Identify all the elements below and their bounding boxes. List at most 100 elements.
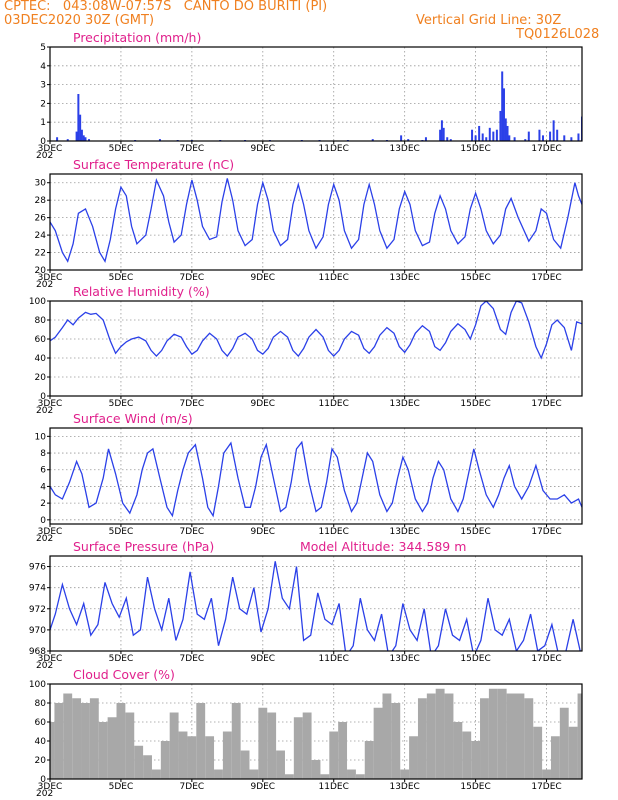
x-tick-label: 15DEC: [460, 527, 490, 537]
cloud-bar: [320, 774, 330, 779]
cloud-bar: [497, 688, 507, 779]
model-code: TQ0126L028: [516, 27, 600, 42]
x-tick-label: 9DEC: [250, 527, 275, 537]
cloud-bar: [240, 750, 250, 779]
precip-bar: [570, 137, 573, 141]
precip-bar: [508, 135, 511, 141]
rh-title: Relative Humidity (%): [73, 284, 210, 299]
year-stub-label: 202: [36, 789, 53, 799]
x-tick-label: 17DEC: [531, 399, 561, 409]
precip-bar: [504, 118, 507, 141]
precip-title: Precipitation (mm/h): [73, 30, 201, 45]
precip-bar: [488, 127, 491, 141]
x-tick-label: 7DEC: [180, 273, 205, 283]
cloud-bar: [533, 726, 543, 779]
precip-bar: [446, 137, 449, 141]
x-tick-label: 3DEC: [38, 782, 63, 792]
y-tick-label: 40: [35, 737, 47, 747]
cloud-bar: [400, 769, 410, 779]
x-tick-label: 15DEC: [460, 273, 490, 283]
precip-bar: [513, 137, 516, 141]
x-tick-label: 9DEC: [250, 654, 275, 664]
x-tick-label: 5DEC: [109, 144, 134, 154]
y-tick-label: 22: [35, 249, 46, 259]
cloud-bar: [222, 731, 232, 779]
precip-bar: [485, 137, 488, 141]
x-tick-label: 11DEC: [319, 782, 349, 792]
cloud-bar: [196, 703, 206, 779]
pressure-data: [50, 561, 581, 651]
wind-line: [50, 440, 582, 518]
precip-bar: [439, 129, 442, 141]
x-tick-label: 17DEC: [531, 782, 561, 792]
precip-bar: [538, 129, 541, 141]
precip-bar: [481, 133, 484, 141]
cloud-bar: [89, 698, 99, 779]
x-tick-label: 11DEC: [319, 527, 349, 537]
cloud-bar: [391, 703, 401, 779]
precip-bar: [158, 139, 161, 141]
y-tick-label: 5: [40, 43, 46, 53]
precip-data: [56, 71, 582, 141]
cloud-bar: [480, 698, 489, 779]
precip-bar: [552, 120, 555, 141]
y-tick-label: 100: [29, 297, 46, 307]
rh-data: [50, 301, 582, 360]
cloud-bar: [63, 693, 73, 779]
cloud-bar: [98, 722, 108, 779]
cloud-bar: [107, 717, 117, 779]
precip-bar: [424, 137, 427, 141]
x-tick-label: 15DEC: [460, 399, 490, 409]
y-tick-label: 970: [29, 626, 46, 636]
precip-bar: [84, 137, 87, 141]
cloud-bar: [426, 693, 436, 779]
x-tick-label: 9DEC: [250, 273, 275, 283]
cloud-bar: [506, 693, 516, 779]
y-tick-label: 100: [29, 680, 46, 690]
x-tick-label: 7DEC: [180, 527, 205, 537]
cloud-bar: [214, 769, 223, 779]
x-tick-label: 7DEC: [180, 144, 205, 154]
x-tick-label: 3DEC: [38, 273, 63, 283]
cloud-bar: [50, 722, 55, 779]
plot-frame: [49, 46, 583, 142]
x-tick-label: 15DEC: [460, 654, 490, 664]
precip-bar: [501, 71, 504, 141]
y-tick-label: 60: [35, 718, 47, 728]
x-tick-label: 7DEC: [180, 399, 205, 409]
x-tick-label: 13DEC: [389, 399, 419, 409]
y-tick-label: 974: [29, 584, 46, 594]
cloud-bar: [284, 774, 294, 779]
y-tick-label: 40: [35, 354, 47, 364]
x-tick-label: 7DEC: [180, 782, 205, 792]
cloud-data: [50, 688, 582, 779]
station-header: CPTEC: 043:08W-07:57S CANTO DO BURITI (P…: [4, 0, 328, 14]
x-tick-label: 3DEC: [38, 399, 63, 409]
x-tick-label: 5DEC: [109, 654, 134, 664]
precip-bar: [563, 135, 566, 141]
precip-bar: [82, 135, 85, 141]
cloud-bar: [462, 731, 472, 779]
precip-bar: [506, 125, 509, 141]
y-tick-label: 3: [40, 81, 46, 91]
precip-bar: [449, 139, 452, 141]
precip-bar: [56, 137, 59, 141]
cloud-bar: [409, 736, 418, 779]
wind-title: Surface Wind (m/s): [73, 411, 193, 426]
plot-frame: [49, 555, 583, 652]
precip-bar: [371, 139, 374, 141]
cloud-bar: [515, 693, 525, 779]
y-tick-label: 80: [35, 699, 47, 709]
wind-panel: 0 2 4 6 8 10 3DEC 5DEC 7DEC 9DEC 11DEC 13DEC 15DEC 17…: [35, 411, 583, 544]
precip-bar: [88, 139, 91, 141]
precip-bar: [77, 94, 80, 141]
year-stub-label: 202: [36, 280, 53, 290]
x-tick-label: 5DEC: [109, 527, 134, 537]
cloud-bar: [72, 698, 82, 779]
temp-data: [50, 177, 582, 263]
y-tick-label: 0: [40, 137, 46, 147]
year-stub-label: 202: [36, 151, 53, 161]
cloud-bar: [143, 755, 152, 779]
y-tick-label: 972: [29, 605, 46, 615]
precip-bar: [471, 129, 474, 141]
